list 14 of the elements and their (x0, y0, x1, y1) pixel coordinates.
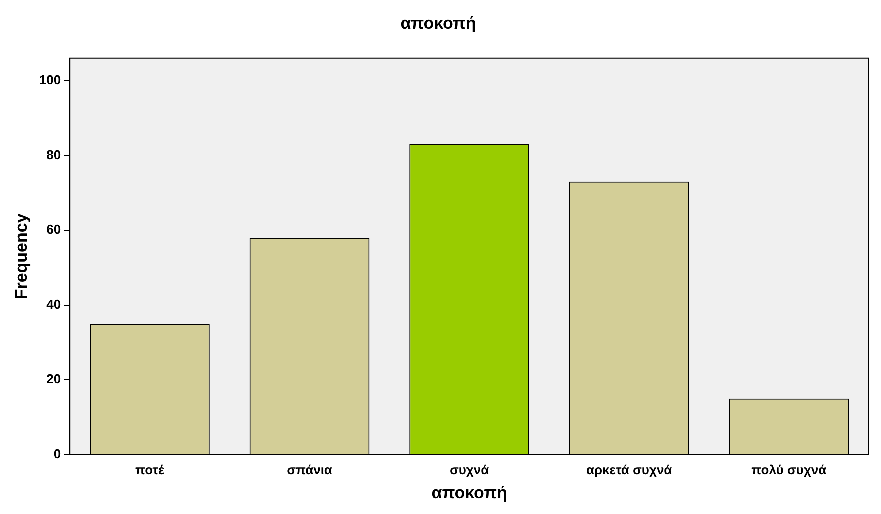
x-tick-label: συχνά (450, 462, 490, 478)
y-tick-label: 0 (54, 446, 62, 462)
y-tick-label: 40 (46, 296, 62, 312)
y-tick-label: 60 (46, 222, 62, 238)
y-tick-label: 80 (46, 147, 62, 162)
chart-title: αποκοπή (400, 14, 476, 33)
x-tick-label: πολύ συχνά (752, 462, 827, 478)
y-tick-label: 100 (39, 72, 62, 88)
x-tick-label: ποτέ (136, 462, 165, 478)
y-axis-title: Frequency (12, 213, 31, 300)
x-tick-label: σπάνια (287, 462, 332, 478)
x-axis-title: αποκοπή (432, 483, 508, 502)
x-tick-label: αρκετά συχνά (586, 462, 672, 478)
y-tick-label: 20 (46, 372, 62, 387)
